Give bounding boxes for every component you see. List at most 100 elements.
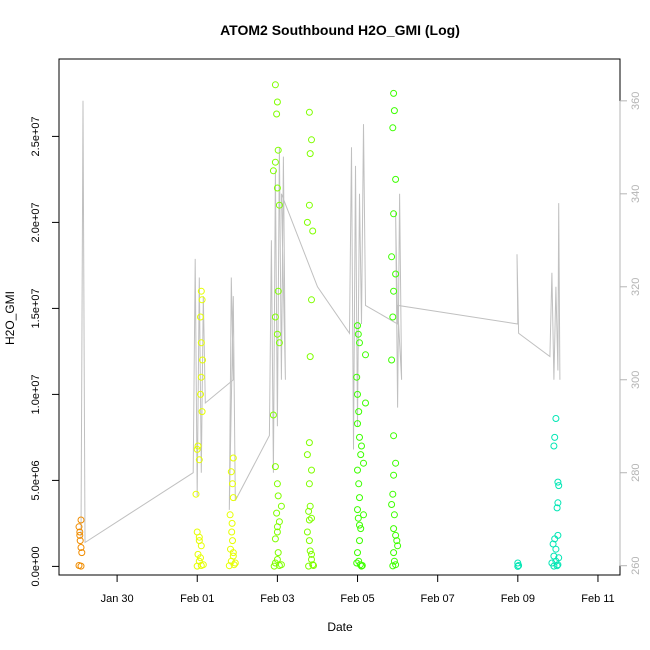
- data-point: [358, 562, 365, 570]
- data-point: [554, 499, 562, 507]
- data-point: [393, 537, 401, 545]
- data-point: [354, 466, 361, 474]
- data-point: [356, 433, 363, 441]
- data-point: [199, 561, 207, 569]
- data-point: [354, 390, 361, 398]
- data-point: [356, 521, 363, 529]
- data-point: [277, 561, 285, 569]
- data-point: [305, 108, 313, 116]
- chart-title: ATOM2 Southbound H2O_GMI (Log): [220, 22, 460, 38]
- data-point: [197, 554, 204, 562]
- data-point: [305, 507, 313, 515]
- x-tick-label: Feb 11: [581, 593, 614, 605]
- data-point: [274, 549, 282, 557]
- x-tick-label: Feb 01: [180, 593, 214, 605]
- data-point: [229, 480, 236, 488]
- data-point: [354, 506, 361, 514]
- data-point: [309, 561, 317, 569]
- data-point: [353, 373, 361, 381]
- data-point: [354, 322, 361, 330]
- y-tick-label: 2.0e+07: [30, 202, 42, 242]
- data-point: [228, 528, 236, 536]
- y-tick-label: 0.0e+00: [30, 546, 42, 586]
- y2-tick-label: 320: [630, 278, 642, 296]
- data-point: [390, 549, 398, 557]
- data-point: [270, 562, 278, 570]
- data-point: [271, 463, 279, 471]
- data-point: [269, 411, 277, 419]
- data-point: [229, 537, 236, 545]
- data-point: [356, 339, 363, 347]
- data-point: [225, 562, 233, 570]
- y2-tick-label: 340: [630, 185, 642, 203]
- data-point: [392, 175, 400, 183]
- data-point: [390, 287, 398, 295]
- data-point: [271, 313, 279, 321]
- y2-axis: 260 280 300 320 340 360: [619, 92, 642, 575]
- data-point: [356, 537, 363, 545]
- data-point: [76, 531, 84, 539]
- data-point: [358, 442, 365, 450]
- data-point: [305, 537, 313, 545]
- data-point: [274, 492, 282, 500]
- y2-tick-label: 360: [630, 92, 642, 110]
- data-point: [274, 287, 282, 295]
- data-point: [273, 556, 281, 563]
- data-point: [273, 98, 281, 106]
- data-point: [355, 480, 363, 488]
- data-point: [303, 528, 311, 536]
- x-axis: Jan 30 Feb 01 Feb 03 Feb 05 Feb 07 Feb 09 Feb …: [101, 574, 615, 605]
- data-point: [306, 547, 314, 555]
- x-axis-label: Date: [327, 620, 353, 634]
- data-point: [303, 218, 311, 226]
- data-point: [354, 330, 362, 338]
- data-point: [271, 81, 279, 89]
- data-point: [227, 545, 234, 553]
- data-point: [231, 559, 239, 567]
- data-point: [273, 330, 281, 338]
- y-tick-label: 1.5e+07: [30, 288, 42, 328]
- x-tick-label: Feb 07: [421, 593, 455, 605]
- y2-tick-label: 260: [630, 557, 642, 575]
- data-point: [550, 442, 558, 450]
- data-point: [388, 253, 396, 261]
- scatter-points: [75, 81, 563, 570]
- data-point: [197, 313, 204, 321]
- data-point: [274, 146, 282, 154]
- data-point: [308, 556, 315, 563]
- y2-tick-label: 300: [630, 371, 642, 389]
- y-tick-label: 2.5e+07: [30, 116, 42, 156]
- x-tick-label: Feb 05: [340, 593, 374, 605]
- data-point: [357, 451, 365, 459]
- data-point: [77, 544, 85, 551]
- data-point: [195, 456, 203, 464]
- data-point: [78, 549, 86, 557]
- data-point: [552, 415, 560, 422]
- data-point: [277, 502, 285, 510]
- data-point: [388, 501, 396, 508]
- data-point: [273, 528, 281, 536]
- data-point: [354, 549, 361, 557]
- y-axis-label: H2O_GMI: [3, 291, 17, 345]
- data-point: [273, 184, 281, 192]
- data-point: [76, 528, 84, 536]
- data-point: [514, 562, 522, 570]
- data-point: [197, 339, 205, 347]
- data-point: [390, 89, 398, 97]
- data-point: [354, 420, 361, 428]
- data-point: [308, 550, 315, 558]
- data-point: [306, 353, 314, 361]
- data-point: [305, 480, 313, 488]
- data-point: [389, 562, 397, 570]
- data-point: [75, 523, 83, 531]
- data-point: [273, 110, 281, 118]
- data-point: [392, 459, 400, 467]
- data-point: [362, 399, 369, 407]
- data-point: [555, 482, 563, 490]
- x-tick-label: Feb 03: [260, 593, 294, 605]
- data-point: [388, 356, 396, 364]
- data-point: [308, 136, 315, 144]
- data-point: [273, 523, 281, 531]
- data-point: [230, 561, 238, 569]
